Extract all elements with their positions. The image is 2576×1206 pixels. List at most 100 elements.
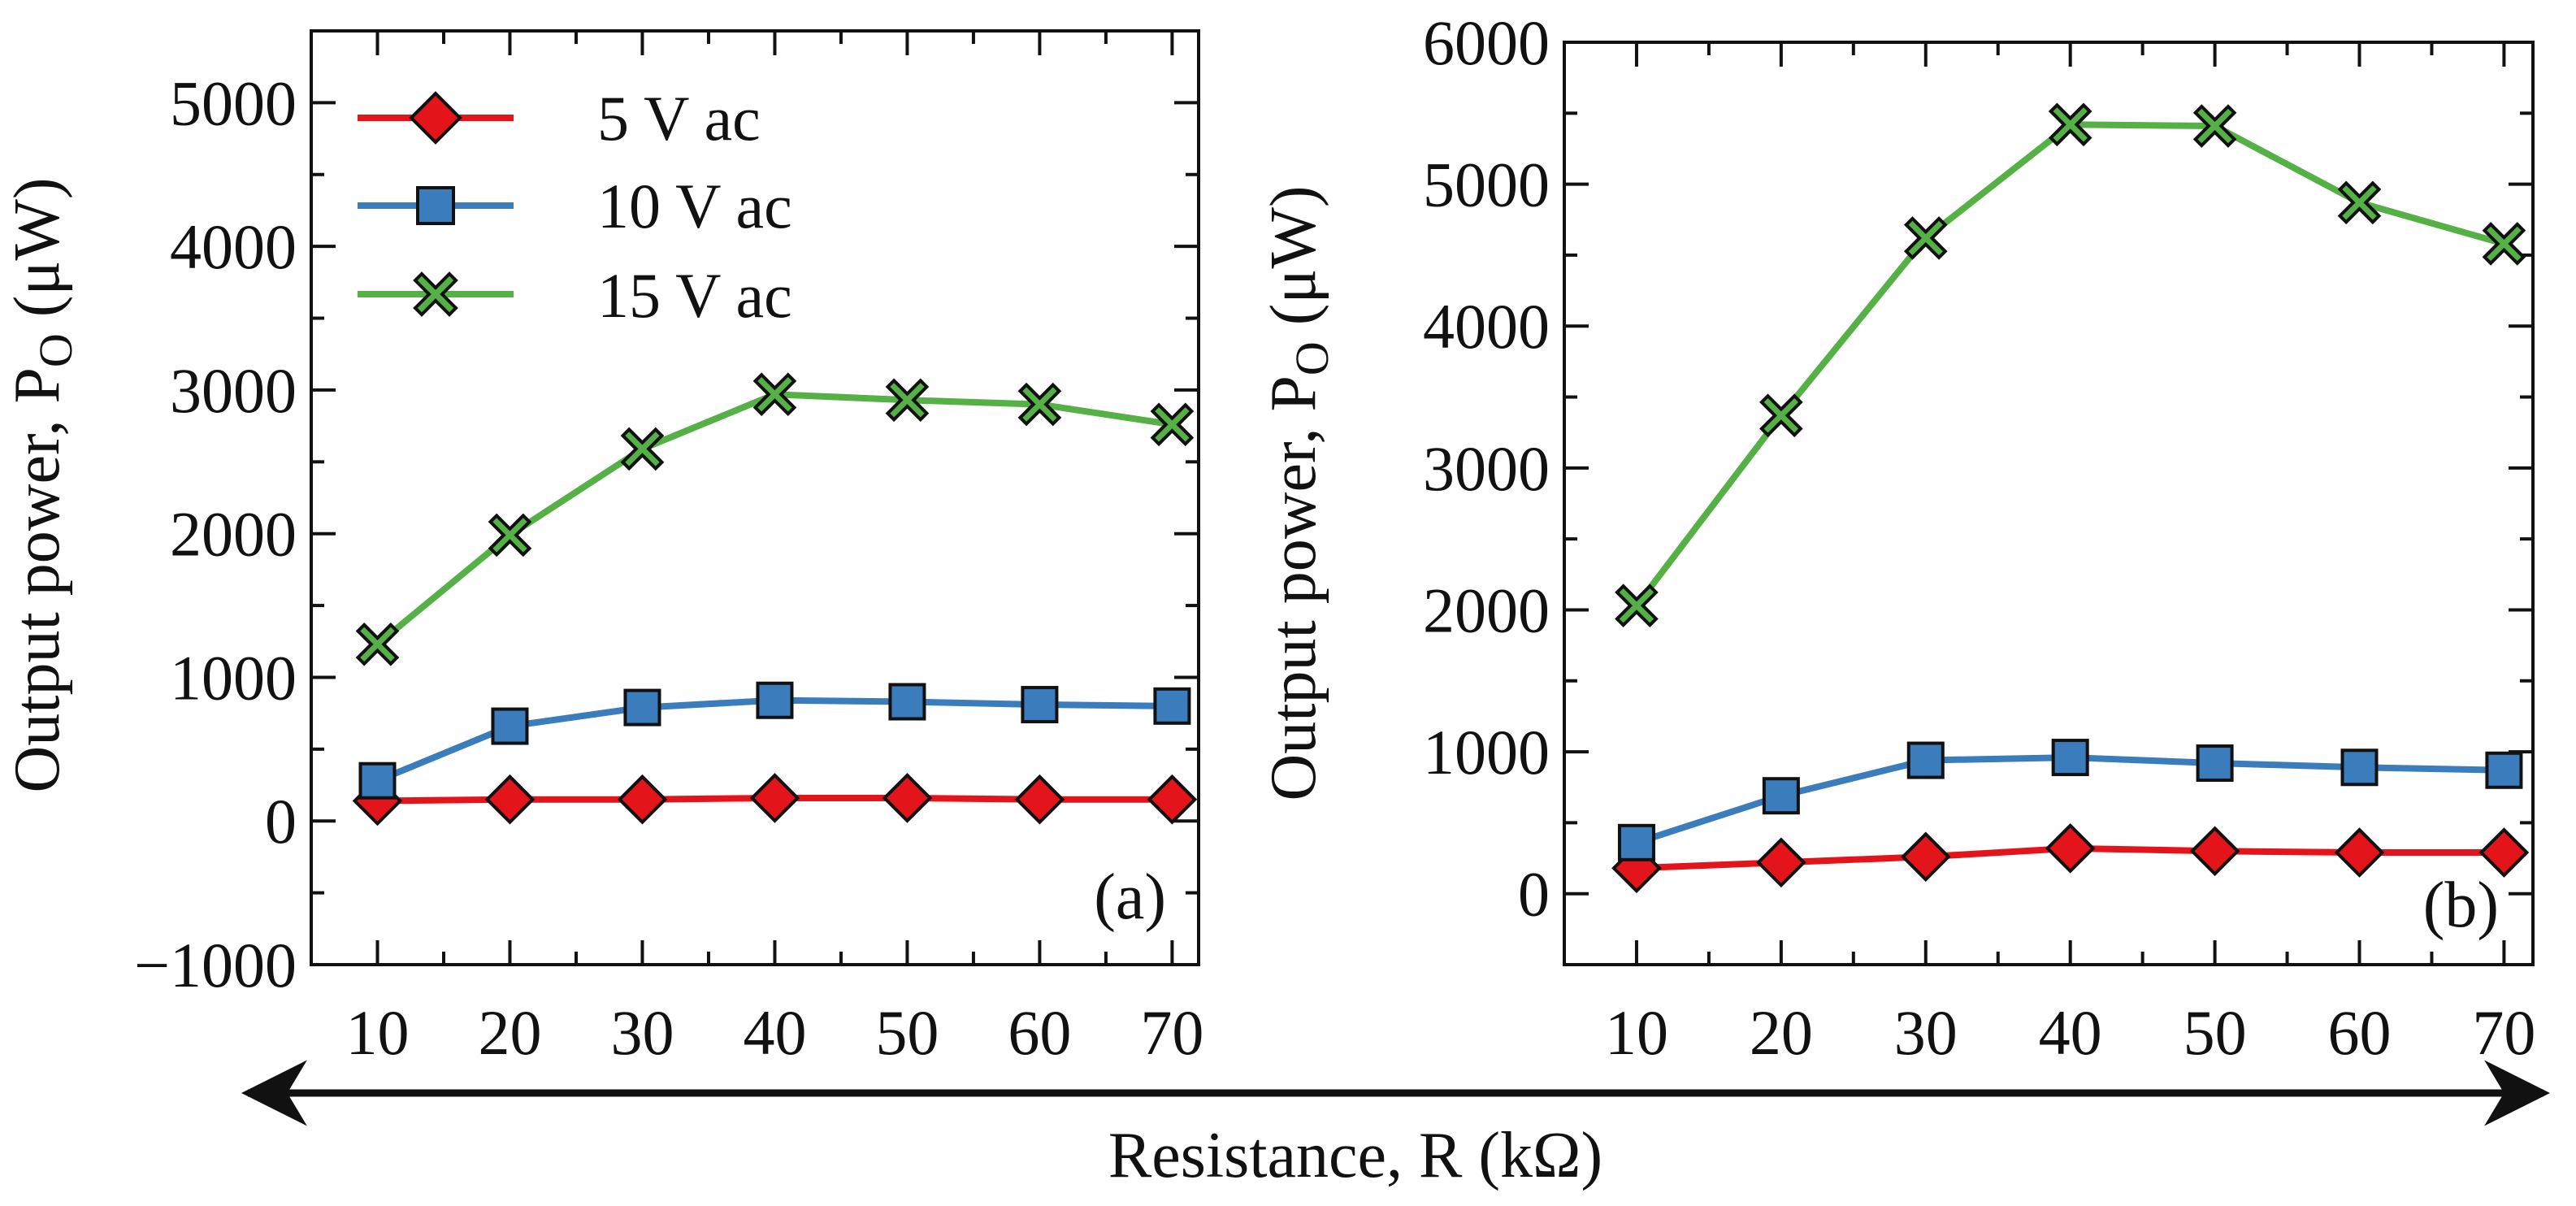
panel-b-point-5v bbox=[1756, 837, 1806, 888]
panel-a-series-10v bbox=[358, 681, 1191, 800]
panel-b-y-tick-label: 0 bbox=[1518, 859, 1550, 930]
panel-b-point-5v bbox=[2045, 822, 2096, 874]
panel-a-point-5v bbox=[1147, 774, 1198, 825]
panel-a-axes: −1000 0 1000 2000 3000 4000 5000 10 20 30 40 50 60 70 bbox=[134, 29, 1203, 1068]
panel-a-point-15v bbox=[620, 427, 665, 471]
panel-b-y-tick-label: 3000 bbox=[1423, 433, 1550, 504]
panel-b-line-15v bbox=[1633, 121, 2508, 610]
panel-b-series-15v bbox=[1615, 102, 2526, 628]
panel-a-point-5v bbox=[1014, 774, 1065, 825]
panel-a-point-15v bbox=[488, 513, 532, 557]
panel-a-y-tick-label: 3000 bbox=[170, 355, 297, 426]
panel-b-point-10v bbox=[1906, 741, 1945, 779]
panel-b-y-tick-label: 5000 bbox=[1423, 150, 1550, 220]
panel-b-point-5v bbox=[2189, 826, 2240, 877]
panel-a-x-tick-label: 40 bbox=[743, 997, 806, 1068]
panel-b-y-tick-label: 1000 bbox=[1423, 717, 1550, 787]
panel-b-point-10v bbox=[1617, 823, 1655, 861]
panel-b-point-15v bbox=[1759, 393, 1803, 438]
panel-a-point-15v bbox=[1017, 382, 1062, 427]
legend-item-10v: 10 V ac bbox=[358, 171, 792, 241]
panel-a-tag: (a) bbox=[1094, 861, 1166, 933]
x-axis-title: Resistance, R (kΩ) bbox=[1108, 1120, 1602, 1191]
panel-b-axes: 0 1000 2000 3000 4000 5000 6000 10 20 30 40 50 60 70 bbox=[1423, 7, 2535, 1068]
panel-b-x-tick-label: 50 bbox=[2184, 997, 2247, 1068]
panel-a-x-tick-label: 20 bbox=[478, 997, 541, 1068]
legend-marker-10v bbox=[416, 186, 455, 225]
panel-b-point-15v bbox=[2337, 180, 2382, 225]
panel-a-point-10v bbox=[623, 688, 661, 727]
panel-a-point-15v bbox=[1150, 402, 1195, 447]
panel-b-y-tick-label: 4000 bbox=[1423, 291, 1550, 362]
panel-a-y-tick-label: 2000 bbox=[170, 499, 297, 570]
panel-a-point-15v bbox=[752, 372, 797, 417]
panel-b-x-tick-label: 40 bbox=[2039, 997, 2102, 1068]
legend-label-5v: 5 V ac bbox=[597, 83, 761, 154]
panel-a-point-5v bbox=[882, 773, 933, 823]
panel-b-tag: (b) bbox=[2423, 870, 2499, 941]
panel-a-x-tick-label: 10 bbox=[345, 997, 409, 1068]
panel-a-point-10v bbox=[1153, 687, 1191, 725]
legend-item-5v: 5 V ac bbox=[358, 83, 761, 154]
panel-b-point-10v bbox=[1762, 777, 1800, 815]
panel-b-point-15v bbox=[2192, 104, 2237, 148]
legend-marker-5v bbox=[409, 91, 462, 145]
panel-a-point-5v bbox=[749, 773, 800, 823]
panel-a-y-tick-label: 4000 bbox=[170, 211, 297, 282]
panel-a-x-tick-label: 50 bbox=[875, 997, 939, 1068]
panel-a-point-10v bbox=[756, 681, 794, 719]
y-title-unit: (μW) bbox=[1258, 185, 1329, 341]
panel-a-series-15v bbox=[355, 372, 1195, 666]
panel-b-x-tick-label: 30 bbox=[1894, 997, 1958, 1068]
legend-label-10v: 10 V ac bbox=[597, 171, 792, 241]
panel-a-series-5v bbox=[352, 773, 1198, 826]
panel-b-x-tick-label: 20 bbox=[1750, 997, 1813, 1068]
panel-b-point-5v bbox=[2334, 827, 2385, 878]
panel-b-series-5v bbox=[1611, 822, 2530, 894]
panel-a-y-axis-title: Output power, PO (μW) bbox=[2, 177, 82, 792]
legend-label-15v: 15 V ac bbox=[597, 260, 792, 331]
panel-a-y-tick-label: 5000 bbox=[170, 67, 297, 138]
legend-marker-15v bbox=[413, 271, 458, 317]
panel-b-series bbox=[1611, 102, 2530, 894]
legend: 5 V ac 10 V ac 15 V ac bbox=[358, 83, 792, 331]
panel-a-point-5v bbox=[617, 774, 668, 825]
panel-b-point-15v bbox=[2048, 102, 2092, 147]
panel-a-point-5v bbox=[484, 774, 536, 825]
panel-a-y-tick-label: 1000 bbox=[170, 642, 297, 713]
panel-b-point-10v bbox=[2340, 748, 2379, 787]
panel-a-y-tick-label: −1000 bbox=[134, 930, 297, 1000]
panel-a-point-10v bbox=[491, 707, 529, 745]
panel-b-x-tick-label: 70 bbox=[2472, 997, 2535, 1068]
panel-a-y-tick-label: 0 bbox=[265, 786, 297, 857]
panel-a-point-10v bbox=[358, 761, 397, 800]
panel-b-y-tick-label: 6000 bbox=[1423, 7, 1550, 78]
y-title-unit: (μW) bbox=[2, 177, 73, 333]
y-title-main: Output power, P bbox=[1258, 375, 1329, 800]
panel-a-point-15v bbox=[885, 378, 930, 423]
panel-b-point-10v bbox=[2485, 751, 2523, 789]
panel-a-x-tick-label: 70 bbox=[1140, 997, 1203, 1068]
panel-a-point-10v bbox=[888, 683, 926, 721]
y-title-main: Output power, P bbox=[2, 367, 73, 792]
panel-b-x-tick-label: 10 bbox=[1605, 997, 1668, 1068]
chart-panel-a: −1000 0 1000 2000 3000 4000 5000 10 20 30 40 50 60 70… bbox=[2, 29, 1203, 1068]
y-title-subscript: O bbox=[1286, 341, 1338, 375]
panel-b-plot-frame bbox=[1563, 41, 2535, 966]
legend-item-15v: 15 V ac bbox=[358, 260, 792, 331]
panel-b-point-5v bbox=[2478, 827, 2530, 878]
panel-a-series bbox=[352, 372, 1198, 826]
panel-b-series-10v bbox=[1617, 739, 2523, 861]
panel-b-point-15v bbox=[1903, 216, 1948, 260]
panel-b-x-tick-label: 60 bbox=[2328, 997, 2392, 1068]
panel-a-point-15v bbox=[355, 622, 400, 666]
panel-b-point-10v bbox=[2196, 744, 2234, 783]
panel-b-y-tick-label: 2000 bbox=[1423, 575, 1550, 645]
panel-b-point-15v bbox=[2482, 222, 2526, 266]
panel-a-plot-frame bbox=[310, 29, 1200, 966]
panel-b-point-5v bbox=[1900, 831, 1951, 883]
y-title-subscript: O bbox=[29, 333, 82, 367]
panel-b-point-15v bbox=[1615, 583, 1659, 628]
